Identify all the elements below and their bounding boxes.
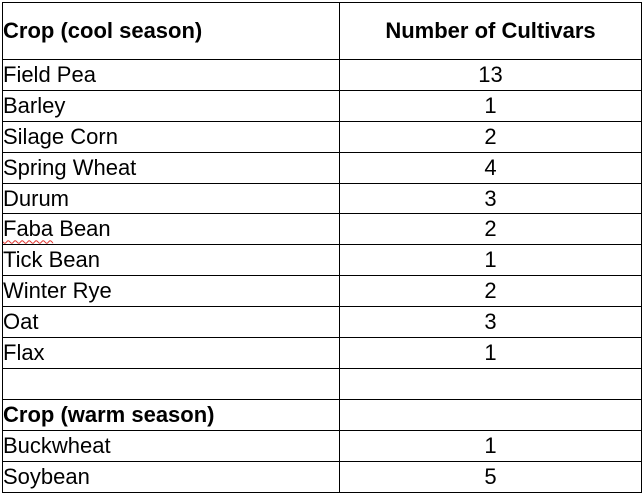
warm-season-header: Crop (warm season): [2, 398, 340, 431]
count-cell: 1: [339, 244, 642, 277]
crop-cell: Field Pea: [2, 59, 340, 91]
crop-cell: Soybean: [2, 460, 340, 493]
table-row: Field Pea 13: [2, 59, 642, 91]
count-cell: 4: [339, 151, 642, 184]
header-row: Crop (cool season) Number of Cultivars: [2, 2, 642, 60]
table-row: Oat 3: [2, 306, 642, 339]
count-cell: 1: [339, 429, 642, 462]
crop-cell: Barley: [2, 89, 340, 122]
crop-cell: Durum: [2, 182, 340, 215]
warm-season-header-row: Crop (warm season): [2, 398, 642, 431]
empty-cell: [339, 398, 642, 431]
count-cell: 2: [339, 275, 642, 308]
count-cell: 3: [339, 182, 642, 215]
table-row: Silage Corn 2: [2, 120, 642, 153]
table-row: Barley 1: [2, 89, 642, 122]
table-row: Tick Bean 1: [2, 244, 642, 277]
table-row: Flax 1: [2, 337, 642, 369]
crop-cell: Tick Bean: [2, 244, 340, 277]
crop-cell: Silage Corn: [2, 120, 340, 153]
count-header: Number of Cultivars: [339, 2, 642, 60]
count-cell: 2: [339, 120, 642, 153]
blank-row: [2, 367, 642, 400]
crop-cell: Faba Bean: [2, 213, 340, 246]
count-cell: 3: [339, 306, 642, 339]
crop-cell: Winter Rye: [2, 275, 340, 308]
table-row: Faba Bean 2: [2, 213, 642, 246]
table-row: Durum 3: [2, 182, 642, 215]
table-row: Buckwheat 1: [2, 429, 642, 462]
count-cell: 13: [339, 59, 642, 91]
table-row: Winter Rye 2: [2, 275, 642, 308]
crop-header: Crop (cool season): [2, 2, 340, 60]
table-row: Soybean 5: [2, 460, 642, 493]
crop-cell: Oat: [2, 306, 340, 339]
crop-cell: Flax: [2, 337, 340, 369]
empty-cell: [339, 367, 642, 400]
crop-cell: Spring Wheat: [2, 151, 340, 184]
count-cell: 1: [339, 89, 642, 122]
empty-cell: [2, 367, 340, 400]
table-row: Spring Wheat 4: [2, 151, 642, 184]
count-cell: 2: [339, 213, 642, 246]
count-cell: 1: [339, 337, 642, 369]
crop-cell: Buckwheat: [2, 429, 340, 462]
count-cell: 5: [339, 460, 642, 493]
crop-word: Bean: [53, 216, 111, 242]
spellcheck-flagged-word: Faba: [3, 216, 54, 242]
